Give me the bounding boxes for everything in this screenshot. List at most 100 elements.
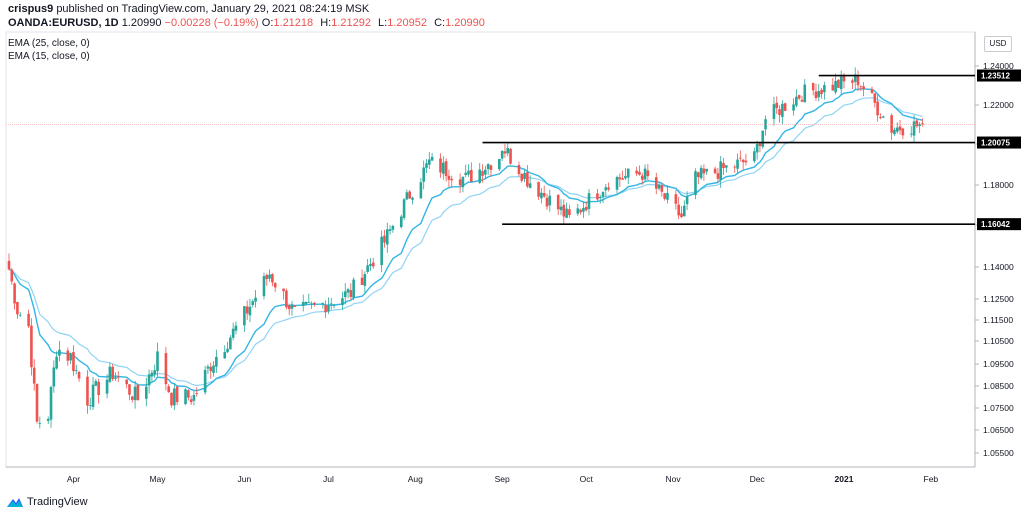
candle-body — [189, 399, 193, 403]
ohlc-high-value: 1.21292 — [331, 17, 371, 29]
candle-body — [744, 160, 748, 163]
candle-body — [450, 178, 454, 181]
candle-body — [918, 124, 921, 127]
x-tick-label: Oct — [580, 474, 594, 484]
candle-body — [369, 263, 372, 267]
candle-body — [77, 371, 81, 379]
candle-body — [741, 159, 745, 163]
candle-body — [88, 405, 92, 406]
candle-body — [209, 366, 213, 372]
candle-body — [133, 386, 137, 401]
x-tick-label: Sep — [495, 474, 510, 484]
candle-body — [663, 193, 666, 199]
candle-body — [559, 206, 563, 211]
candle-body — [105, 379, 109, 394]
ohlc-close-value: 1.20990 — [445, 17, 485, 29]
candle-body — [893, 129, 896, 135]
currency-badge[interactable]: USD — [984, 36, 1012, 52]
candle-body — [430, 156, 434, 161]
candle-body — [526, 172, 529, 187]
candle-body — [223, 352, 227, 359]
candle-body — [545, 197, 549, 207]
candle-body — [851, 80, 854, 83]
candle-body — [682, 205, 686, 217]
publisher-username[interactable]: crispus9 — [8, 3, 54, 15]
candle-body — [380, 236, 383, 266]
indicator-ema15-legend[interactable]: EMA (15, close, 0) — [8, 51, 90, 62]
candle-body — [615, 176, 619, 190]
ohlc-close-label: C: — [434, 17, 446, 29]
candle-body — [674, 194, 678, 204]
candle-body — [607, 187, 610, 190]
y-tick-label: 1.24000 — [983, 61, 1014, 71]
x-tick-label: Apr — [67, 474, 80, 484]
candle-body — [795, 96, 798, 106]
candle-body — [901, 128, 905, 136]
y-tick-label: 1.06500 — [983, 425, 1014, 435]
level-price-tag — [977, 218, 1021, 231]
candle-body — [383, 235, 386, 243]
candle-body — [755, 144, 759, 153]
candle-body — [248, 306, 252, 316]
candle-body — [52, 367, 56, 387]
candle-body — [705, 168, 708, 172]
candle-body — [719, 161, 723, 181]
candle-body — [329, 303, 333, 305]
candle-body — [484, 169, 487, 175]
candle-body — [144, 386, 148, 399]
candle-body — [909, 133, 913, 135]
candle-body — [136, 385, 140, 401]
candle-body — [130, 396, 134, 400]
candle-body — [783, 103, 787, 111]
candle-body — [388, 229, 392, 231]
candle-body — [91, 384, 95, 407]
candle-body — [478, 169, 482, 183]
candle-body — [58, 349, 61, 356]
candle-body — [422, 167, 425, 182]
candle-body — [439, 158, 442, 173]
candle-body — [895, 127, 899, 132]
candle-body — [725, 165, 728, 168]
plot-area[interactable] — [5, 31, 976, 468]
symbol-name[interactable]: OANDA:EURUSD, 1D — [8, 17, 119, 29]
candle-body — [677, 204, 680, 216]
candle-body — [856, 76, 860, 86]
candle-body — [498, 158, 501, 170]
candle-body — [402, 199, 406, 218]
ohlc-high-label: H: — [320, 17, 332, 29]
candle-body — [876, 101, 879, 116]
candle-body — [517, 165, 521, 175]
candle-body — [147, 374, 151, 386]
candle-body — [537, 182, 540, 197]
candle-body — [792, 104, 795, 111]
candle-body — [879, 117, 882, 119]
candle-body — [638, 171, 641, 175]
candle-body — [758, 143, 762, 147]
candle-body — [156, 351, 159, 372]
tradingview-branding[interactable]: TradingView — [6, 494, 88, 510]
candle-body — [49, 387, 53, 420]
candle-body — [175, 386, 179, 403]
candle-body — [332, 305, 336, 306]
candle-body — [666, 192, 669, 200]
candle-body — [646, 170, 650, 177]
candle-body — [408, 191, 411, 199]
candle-body — [385, 229, 389, 245]
candle-body — [419, 182, 423, 199]
candle-body — [694, 171, 697, 195]
candle-body — [509, 148, 512, 164]
candle-body — [587, 193, 591, 209]
candle-body — [13, 283, 16, 304]
candle-body — [713, 168, 717, 174]
candle-body — [753, 151, 756, 162]
candle-body — [72, 352, 75, 372]
y-tick-label: 1.10500 — [983, 336, 1014, 346]
candle-body — [287, 305, 291, 310]
candle-body — [343, 291, 347, 298]
indicator-ema25-legend[interactable]: EMA (25, close, 0) — [8, 38, 90, 49]
x-tick-label: Feb — [924, 474, 939, 484]
candle-body — [282, 288, 285, 292]
candle-body — [425, 163, 428, 168]
candle-body — [170, 392, 173, 406]
